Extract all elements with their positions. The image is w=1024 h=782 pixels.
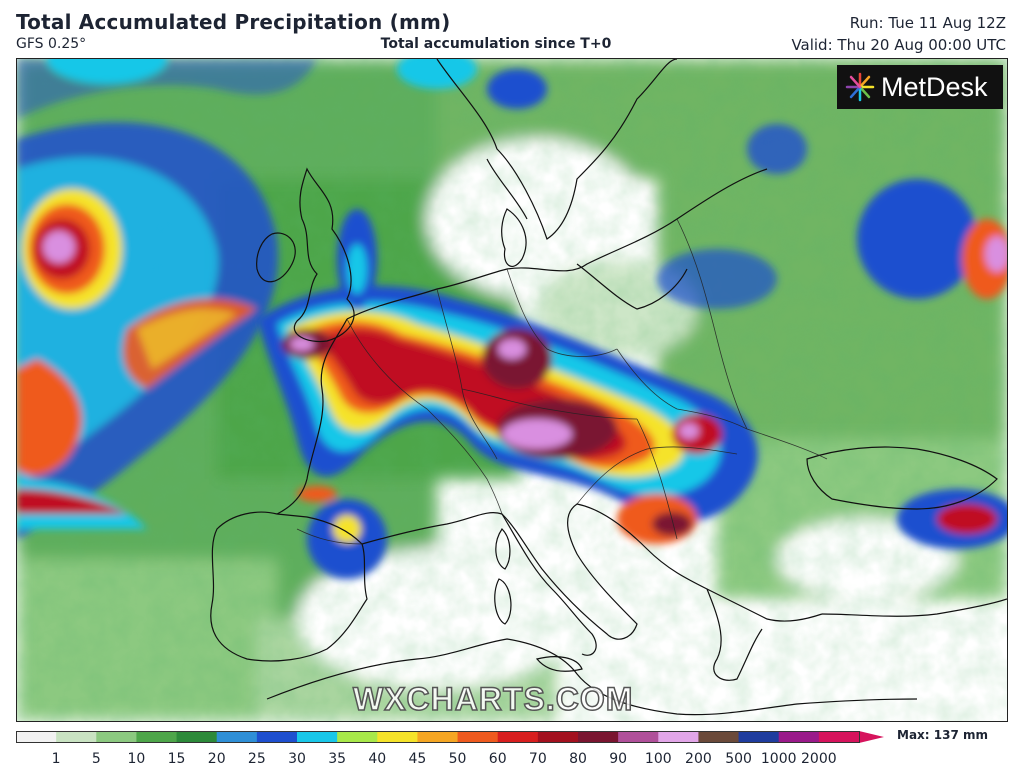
colorbar-segment (176, 731, 218, 743)
colorbar-tick-label: 15 (167, 751, 186, 767)
colorbar-tick-label: 40 (368, 751, 387, 767)
model-label: GFS 0.25° (16, 36, 87, 52)
coastlines (210, 59, 1007, 716)
colorbar-tick-label: 30 (288, 751, 306, 767)
map-canvas (17, 59, 1007, 721)
colorbar-arrow (859, 731, 884, 743)
colorbar-segment (56, 731, 97, 743)
colorbar (16, 731, 884, 743)
colorbar-tick-label: 1000 (760, 751, 797, 767)
colorbar-segment (136, 731, 178, 743)
max-label: Max: 137 mm (897, 728, 988, 742)
colorbar-segment (818, 731, 860, 743)
colorbar-segment (377, 731, 418, 743)
metdesk-starburst-icon (845, 72, 875, 102)
colorbar-tick-label: 60 (488, 751, 507, 767)
colorbar-segment (497, 731, 539, 743)
colorbar-segment (738, 731, 780, 743)
metdesk-logo: MetDesk (837, 65, 1003, 109)
chart-title: Total Accumulated Precipitation (mm) (16, 10, 451, 34)
colorbar-segment (457, 731, 499, 743)
country-borders (296, 218, 828, 545)
valid-label: Valid: Thu 20 Aug 00:00 UTC (791, 36, 1006, 54)
colorbar-tick-label: 45 (408, 751, 427, 767)
colorbar-segment (618, 731, 659, 743)
colorbar-tick-label: 25 (247, 751, 266, 767)
colorbar-segment (216, 731, 258, 743)
colorbar-segment (96, 731, 137, 743)
colorbar-segment (537, 731, 579, 743)
colorbar-segment (16, 731, 57, 743)
colorbar-tick-label: 5 (91, 751, 101, 767)
colorbar-tick-label: 10 (127, 751, 146, 767)
colorbar-tick-label: 200 (685, 751, 712, 767)
precip-atlantic-swirl (17, 59, 1007, 549)
colorbar-tick-label: 100 (644, 751, 672, 767)
colorbar-tick-label: 50 (448, 751, 467, 767)
run-label: Run: Tue 11 Aug 12Z (849, 14, 1006, 32)
colorbar-ticks: 1 5 10 15 20 25 30 35 40 45 50 60 70 80 90 100 200 500 100… (16, 751, 876, 771)
colorbar-segment (256, 731, 298, 743)
colorbar-tick-label: 500 (725, 751, 752, 767)
colorbar-segment (297, 731, 338, 743)
colorbar-tick-label: 80 (569, 751, 587, 767)
colorbar-segment (337, 731, 378, 743)
colorbar-segment (778, 731, 820, 743)
colorbar-segment (417, 731, 459, 743)
brand-name: MetDesk (881, 71, 988, 102)
watermark: WXCHARTS.COM (352, 680, 634, 718)
colorbar-tick-label: 2000 (801, 751, 837, 767)
colorbar-segment (578, 731, 619, 743)
colorbar-segment (658, 731, 699, 743)
colorbar-tick-label: 20 (207, 751, 226, 767)
precipitation-map[interactable]: MetDesk WXCHARTS.COM (16, 58, 1008, 722)
chart-subtitle: Total accumulation since T+0 (380, 36, 612, 52)
colorbar-tick-label: 1 (51, 751, 61, 767)
colorbar-tick-label: 70 (528, 751, 547, 767)
colorbar-segment (698, 731, 740, 743)
colorbar-tick-label: 35 (328, 751, 347, 767)
colorbar-tick-label: 90 (609, 751, 628, 767)
